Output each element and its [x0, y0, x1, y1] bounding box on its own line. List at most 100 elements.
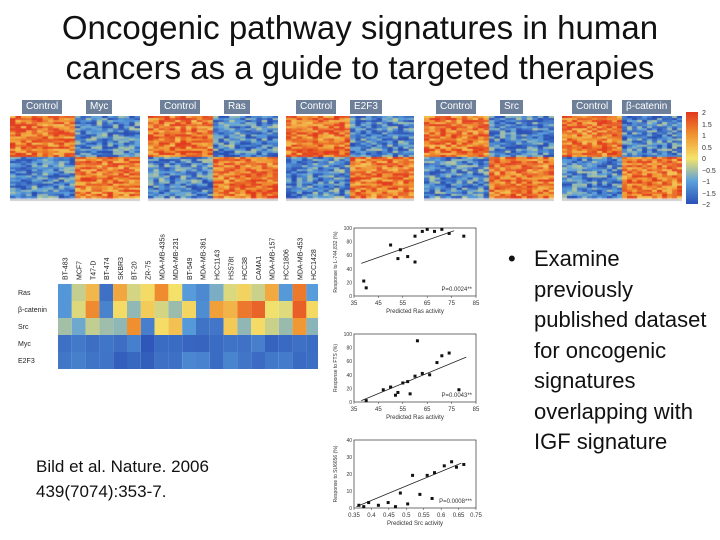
data-point [447, 351, 451, 355]
data-point [430, 496, 434, 500]
pathway-cell [265, 318, 279, 335]
pathway-cell [196, 335, 210, 352]
data-point [406, 255, 410, 259]
data-point [447, 231, 451, 235]
data-point [435, 361, 439, 365]
data-point [433, 471, 437, 475]
y-tick-label: 60 [346, 253, 352, 259]
cell-line-label: ZR-75 [145, 260, 152, 280]
pathway-cell [113, 352, 127, 369]
data-point [440, 227, 444, 231]
y-tick-label: 60 [346, 359, 352, 365]
pathway-cell [209, 318, 224, 335]
pathway-cell [154, 301, 169, 318]
data-point [389, 243, 393, 247]
pathway-cell [223, 284, 238, 301]
x-tick-label: 0.75 [470, 513, 482, 519]
data-point [401, 381, 405, 385]
pathway-cell [113, 284, 127, 301]
data-point [381, 388, 385, 392]
data-point [457, 388, 461, 392]
cell-line-label: HCC1428 [311, 249, 318, 280]
heatmap-beta-catenin: Control β-catenin [562, 100, 682, 208]
pathway-cell [265, 301, 279, 318]
pathway-cell [209, 301, 224, 318]
colorbar-tick-label: −1.5 [702, 190, 716, 198]
data-point [389, 385, 393, 389]
heatmap-ras: Control Ras [148, 100, 278, 208]
pathway-cell [113, 318, 127, 335]
pathway-cell [140, 284, 155, 301]
heatmap-canvas [562, 116, 682, 206]
pathway-cell [168, 301, 183, 318]
heatmap-e2f3: Control E2F3 [286, 100, 414, 208]
pathway-cell [140, 318, 155, 335]
x-tick-label: 85 [473, 301, 480, 307]
data-point [425, 227, 429, 231]
pathway-cell [85, 318, 100, 335]
slide-title: Oncogenic pathway signatures in human ca… [0, 8, 720, 88]
pathway-cell [292, 284, 307, 301]
p-value-label: P=0.0043** [441, 393, 472, 399]
scatter-plot-ras-fts: 35 45 55 65 75 85 100 80 60 40 20 0 Predicted Ras ac… [333, 332, 480, 421]
x-tick-label: 75 [448, 301, 455, 307]
scatter-plot-src-su6656: 0.35 0.4 0.45 0.5 0.55 0.6 0.65 0.75 40 30 20 10 0 Pr… [333, 438, 482, 527]
data-point [420, 229, 424, 233]
pathway-cell [196, 301, 210, 318]
pathway-cell [127, 301, 141, 318]
heatmap-label-control: Control [22, 100, 63, 114]
x-tick-label: 0.45 [383, 513, 395, 519]
pathway-cell [58, 335, 72, 352]
pathway-cell [278, 318, 293, 335]
cell-line-label: BT-549 [187, 257, 194, 280]
data-point [433, 229, 437, 233]
data-point [415, 339, 419, 343]
x-axis-label: Predicted Ras activity [386, 415, 444, 421]
y-tick-label: 0 [349, 400, 352, 406]
pathway-cell [127, 335, 141, 352]
heatmap-label-pathway: Myc [86, 100, 113, 114]
pathway-cell [99, 301, 114, 318]
heatmap-label-control: Control [436, 100, 477, 114]
pathway-cell [85, 352, 100, 369]
data-point [420, 371, 424, 375]
colorbar-tick-label: −0.5 [702, 167, 716, 175]
pathway-cell [251, 335, 265, 352]
plot-frame [353, 227, 477, 297]
pathway-cell [140, 335, 155, 352]
pathway-row-label: Myc [18, 341, 31, 348]
pathway-cell [182, 318, 196, 335]
cell-line-label: MDA-MB-231 [173, 237, 180, 280]
pathway-cell [99, 318, 114, 335]
y-axis-label: Response to L-744,832 (%) [333, 231, 339, 292]
pathway-cell [306, 335, 318, 352]
pathway-cell [58, 318, 72, 335]
regression-line [361, 356, 467, 402]
data-point [398, 248, 402, 252]
pathway-cell [154, 318, 169, 335]
pathway-cell [292, 335, 307, 352]
data-point [440, 354, 444, 358]
data-point [428, 373, 432, 377]
x-tick-label: 0.4 [367, 513, 376, 519]
y-tick-label: 0 [349, 294, 352, 300]
colorbar-tick-label: 1.5 [702, 121, 712, 129]
cell-line-heatmap: BT-483 MCF7 T47-D BT-474 SKBR3 BT-20 ZR-75 MDA-… [18, 234, 318, 369]
heatmap-label-pathway: Ras [224, 100, 250, 114]
cell-line-label: BT-483 [63, 257, 70, 280]
data-point [367, 501, 371, 505]
pathway-cell [278, 301, 293, 318]
pathway-cell [99, 335, 114, 352]
pathway-cell [71, 335, 86, 352]
pathway-cells [58, 284, 318, 369]
x-tick-label: 35 [351, 407, 358, 413]
y-tick-label: 20 [346, 386, 352, 392]
plot-frame [353, 333, 477, 403]
y-tick-label: 80 [346, 346, 352, 352]
pathway-cell [278, 284, 293, 301]
pathway-cell [182, 352, 196, 369]
data-point [413, 234, 417, 238]
pathway-cell [223, 301, 238, 318]
heatmap-myc: Control Myc [10, 100, 140, 208]
pathway-cell [306, 318, 318, 335]
